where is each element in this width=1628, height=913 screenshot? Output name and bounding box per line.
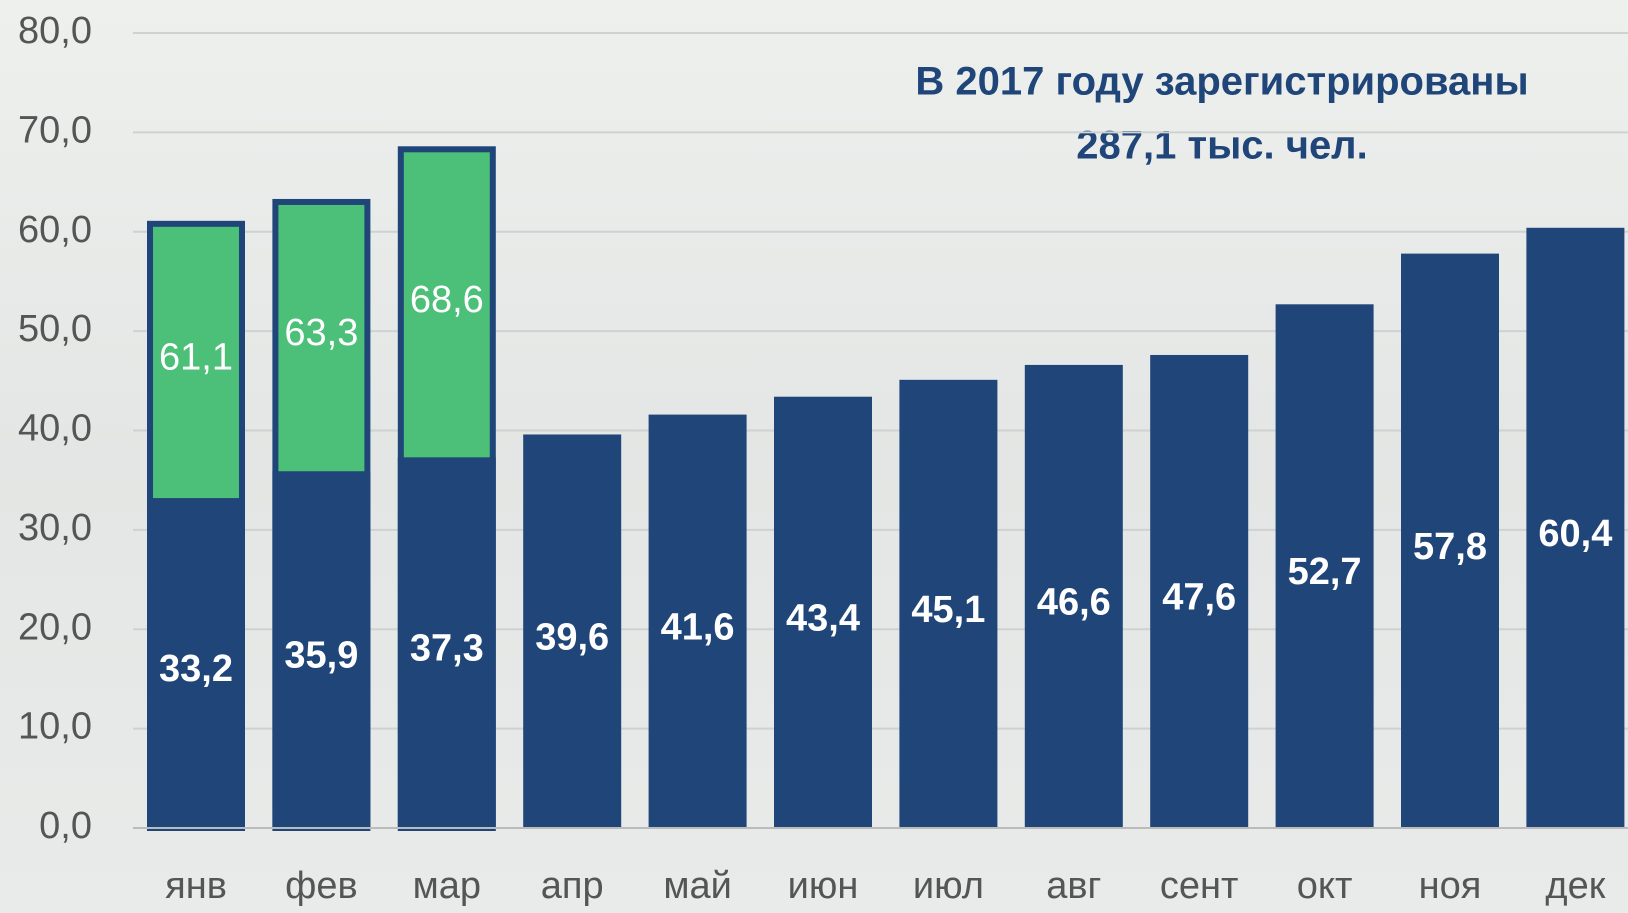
value-label: 52,7 [1288, 551, 1362, 593]
x-tick-label: апр [541, 865, 604, 907]
value-label: 57,8 [1413, 526, 1487, 568]
x-tick-label: дек [1545, 865, 1605, 907]
x-tick-label: янв [165, 865, 227, 907]
value-label: 60,4 [1538, 513, 1612, 555]
x-tick-label: мар [413, 865, 481, 907]
value-label: 47,6 [1162, 577, 1236, 619]
value-label: 39,6 [535, 616, 609, 658]
x-tick-label: май [663, 865, 732, 907]
x-tick-label: ноя [1419, 865, 1482, 907]
x-tick-label: сент [1160, 865, 1239, 907]
x-tick-label: авг [1046, 865, 1101, 907]
chart-subtitle: 287,1 тыс. чел. [1076, 124, 1367, 168]
value-label: 33,2 [159, 648, 233, 690]
value-label: 45,1 [911, 589, 985, 631]
x-tick-label: фев [285, 865, 358, 907]
y-tick-label: 30,0 [18, 507, 92, 549]
value-label: 35,9 [284, 635, 358, 677]
value-label: 43,4 [786, 597, 860, 639]
value-label: 61,1 [159, 336, 233, 378]
value-label: 68,6 [410, 279, 484, 321]
y-tick-label: 50,0 [18, 308, 92, 350]
value-label: 46,6 [1037, 581, 1111, 623]
y-tick-label: 10,0 [18, 706, 92, 748]
chart: В 2017 году зарегистрированы 287,1 тыс. … [0, 0, 1628, 913]
x-tick-label: июн [788, 865, 859, 907]
x-tick-label: июл [913, 865, 984, 907]
y-tick-label: 80,0 [18, 10, 92, 52]
chart-title: В 2017 году зарегистрированы [915, 60, 1528, 104]
value-label: 37,3 [410, 628, 484, 670]
value-label: 63,3 [284, 312, 358, 354]
x-tick-label: окт [1297, 865, 1353, 907]
value-label: 41,6 [661, 606, 735, 648]
y-tick-label: 0,0 [39, 805, 92, 847]
y-tick-label: 40,0 [18, 408, 92, 450]
y-tick-label: 70,0 [18, 109, 92, 151]
y-tick-label: 60,0 [18, 209, 92, 251]
y-tick-label: 20,0 [18, 606, 92, 648]
